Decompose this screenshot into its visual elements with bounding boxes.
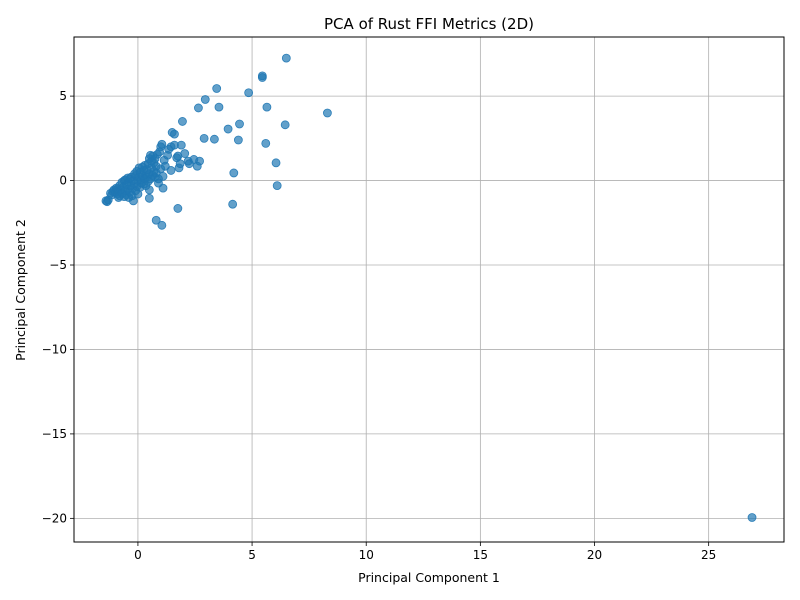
scatter-point — [257, 73, 267, 82]
scatter-point — [280, 120, 290, 130]
x-tick-label: 25 — [701, 548, 716, 562]
scatter-point — [128, 196, 138, 206]
scatter-point — [261, 139, 271, 148]
scatter-point — [281, 53, 291, 63]
scatter-point — [228, 199, 238, 209]
scatter-point — [210, 134, 219, 144]
scatter-point — [157, 139, 167, 149]
x-axis-label: Principal Component 1 — [358, 570, 500, 585]
y-tick-label: 0 — [59, 174, 67, 188]
scatter-point — [195, 156, 204, 166]
scatter-point — [157, 220, 167, 230]
scatter-point — [199, 133, 209, 143]
chart-title: PCA of Rust FFI Metrics (2D) — [324, 15, 534, 33]
axis-ticks: 0 5 10 15 20 25 −20 −15 −10 −5 0 5 — [42, 89, 717, 562]
scatter-point — [229, 168, 239, 178]
scatter-point — [166, 166, 176, 175]
scatter-point — [175, 159, 185, 169]
scatter-point — [214, 102, 224, 112]
plot-area-frame — [73, 36, 785, 543]
data-points — [101, 53, 757, 522]
scatter-point — [178, 117, 187, 126]
scatter-point — [173, 204, 183, 213]
x-tick-label: 5 — [248, 548, 256, 562]
y-axis-label: Principal Component 2 — [13, 219, 28, 361]
x-tick-label: 20 — [587, 548, 602, 562]
scatter-point — [223, 124, 233, 134]
y-tick-label: 5 — [59, 89, 67, 103]
scatter-point — [200, 95, 210, 104]
scatter-point — [144, 193, 154, 203]
x-tick-label: 10 — [359, 548, 374, 562]
y-tick-label: −10 — [42, 342, 67, 356]
scatter-point — [235, 119, 244, 129]
scatter-point — [233, 135, 243, 145]
grid-lines — [74, 37, 784, 542]
scatter-point — [144, 185, 154, 195]
scatter-point — [212, 84, 222, 93]
scatter-point — [271, 158, 281, 168]
scatter-point — [180, 149, 190, 158]
scatter-point — [244, 88, 254, 98]
x-tick-label: 15 — [473, 548, 488, 562]
scatter-point — [151, 215, 161, 225]
scatter-point — [272, 181, 282, 191]
y-tick-label: −15 — [42, 427, 67, 441]
scatter-point — [194, 103, 203, 113]
y-tick-label: −20 — [42, 511, 67, 525]
scatter-point — [323, 108, 332, 118]
scatter-point — [170, 129, 179, 139]
scatter-point — [262, 102, 272, 112]
x-tick-label: 0 — [134, 548, 142, 562]
y-tick-label: −5 — [49, 258, 67, 272]
scatter-point — [158, 171, 168, 181]
scatter-point — [158, 183, 168, 193]
scatter-point — [747, 513, 757, 522]
scatter-point — [176, 140, 186, 150]
